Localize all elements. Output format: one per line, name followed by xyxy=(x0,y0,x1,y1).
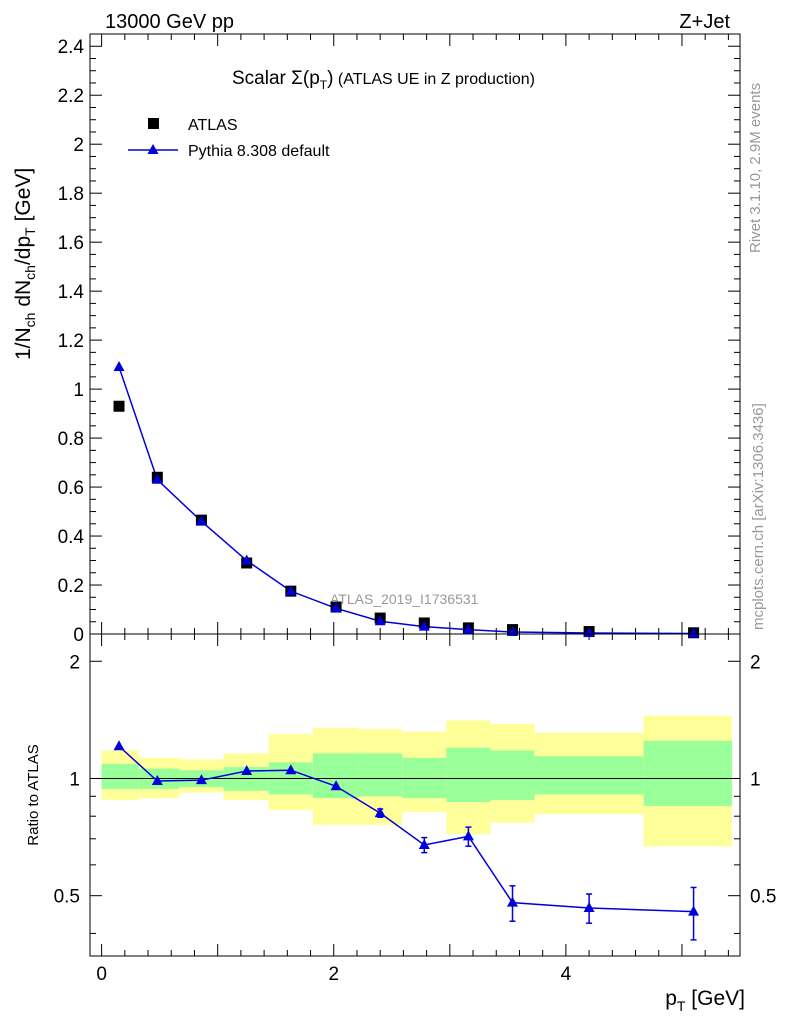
ratio-band-inner xyxy=(534,756,644,795)
ratio-y-tick-label-left: 2 xyxy=(69,652,80,673)
main-y-tick-label: 2.4 xyxy=(58,37,85,58)
x-axis-label: pT [GeV] xyxy=(665,987,745,1014)
ratio-point xyxy=(688,905,700,916)
ratio-panel: 0.5 0.5 1 1 2 2 0 2 4 xyxy=(54,633,777,985)
ratio-point xyxy=(418,838,430,849)
main-y-tick-label: 1 xyxy=(73,380,84,401)
ratio-frame xyxy=(89,633,741,957)
main-title-prefix: Scalar xyxy=(232,68,291,89)
ratio-point xyxy=(462,830,474,841)
analysis-watermark: ATLAS_2019_I1736531 xyxy=(330,591,479,607)
main-y-tick-label: 0 xyxy=(73,625,84,646)
pythia-point xyxy=(688,627,700,638)
atlas-point xyxy=(113,400,125,412)
ratio-y-tick-label-right: 0.5 xyxy=(750,887,776,908)
ratio-point xyxy=(583,901,595,912)
ratio-point xyxy=(285,764,297,775)
pythia-point xyxy=(241,554,253,565)
x-tick-label: 4 xyxy=(561,964,572,985)
ratio-point xyxy=(151,775,163,786)
ratio-y-tick-label-right: 1 xyxy=(750,769,761,790)
ratio-point xyxy=(241,765,253,776)
ratio-band-inner xyxy=(101,763,139,789)
ratio-bands xyxy=(101,715,732,847)
ratio-band-inner xyxy=(490,750,535,801)
ratio-point xyxy=(195,774,207,785)
ratio-band-inner xyxy=(643,740,732,806)
legend-atlas-marker xyxy=(148,118,159,129)
ratio-band-inner xyxy=(312,753,359,799)
main-title-sigma: Σ(p xyxy=(291,68,320,89)
header-right: Z+Jet xyxy=(679,11,730,33)
main-ticks xyxy=(90,33,740,635)
ratio-y-axis-label: Ratio to ATLAS xyxy=(25,744,42,845)
pythia-point xyxy=(583,627,595,638)
pythia-point xyxy=(374,615,386,626)
main-y-tick-labels: 0 0.2 0.4 0.6 0.8 1 1.2 1.4 1.6 1.8 2 2.2 2.4 xyxy=(58,37,85,646)
main-y-tick-label: 0.2 xyxy=(58,576,84,597)
main-y-tick-label: 0.4 xyxy=(58,527,85,548)
ratio-y-tick-label-left: 1 xyxy=(69,769,80,790)
main-series xyxy=(113,361,700,639)
ratio-series xyxy=(113,740,700,941)
main-y-axis-label: 1/Nch dNch/dpT [GeV] xyxy=(12,168,38,360)
pythia-point xyxy=(195,515,207,526)
main-y-tick-label: 1.4 xyxy=(58,282,85,303)
pythia-point xyxy=(285,585,297,596)
main-y-tick-label: 1.8 xyxy=(58,184,84,205)
ratio-line xyxy=(118,745,694,913)
main-y-tick-label: 0.6 xyxy=(58,478,84,499)
main-y-tick-label: 0.8 xyxy=(58,429,84,450)
rivet-label: Rivet 3.1.10, 2.9M events xyxy=(747,83,764,253)
pythia-point xyxy=(330,602,342,613)
main-y-tick-label: 1.2 xyxy=(58,331,84,352)
main-y-tick-label: 2.2 xyxy=(58,86,84,107)
main-panel: 0 0.2 0.4 0.6 0.8 1 1.2 1.4 1.6 1.8 2 2.2 2.4 Scalar… xyxy=(58,33,741,646)
pythia-point xyxy=(418,620,430,631)
ratio-y-tick-label-right: 2 xyxy=(750,652,761,673)
pythia-point xyxy=(151,473,163,484)
x-tick-label: 2 xyxy=(328,964,339,985)
ratio-band-inner xyxy=(446,747,491,803)
ratio-ticks xyxy=(90,634,740,956)
pythia-point xyxy=(462,623,474,634)
legend-pythia-marker xyxy=(147,144,159,154)
legend-atlas-label: ATLAS xyxy=(188,117,238,134)
pythia-point xyxy=(113,361,125,372)
main-title-rest: (ATLAS UE in Z production) xyxy=(333,71,535,88)
main-title-sub: T xyxy=(320,78,328,92)
pythia-line xyxy=(118,366,694,635)
legend-pythia-label: Pythia 8.308 default xyxy=(188,143,330,160)
ratio-tick-labels: 0.5 0.5 1 1 2 2 0 2 4 xyxy=(54,652,777,985)
ratio-point xyxy=(507,896,518,907)
legend: ATLAS Pythia 8.308 default xyxy=(128,117,330,160)
x-tick-label: 0 xyxy=(96,964,107,985)
ratio-y-tick-label-left: 0.5 xyxy=(54,887,80,908)
main-y-tick-label: 2 xyxy=(73,135,84,156)
main-title-close: ) xyxy=(327,68,333,89)
main-title: Scalar Σ(pT) (ATLAS UE in Z production) xyxy=(232,68,535,92)
ratio-band-inner xyxy=(358,753,403,797)
mcplots-label: mcplots.cern.ch [arXiv:1306.3436] xyxy=(750,403,767,630)
ratio-point xyxy=(374,807,386,818)
header-left: 13000 GeV pp xyxy=(105,11,234,33)
ratio-point xyxy=(113,740,125,751)
ratio-point xyxy=(330,780,342,791)
main-y-tick-label: 1.6 xyxy=(58,233,84,254)
